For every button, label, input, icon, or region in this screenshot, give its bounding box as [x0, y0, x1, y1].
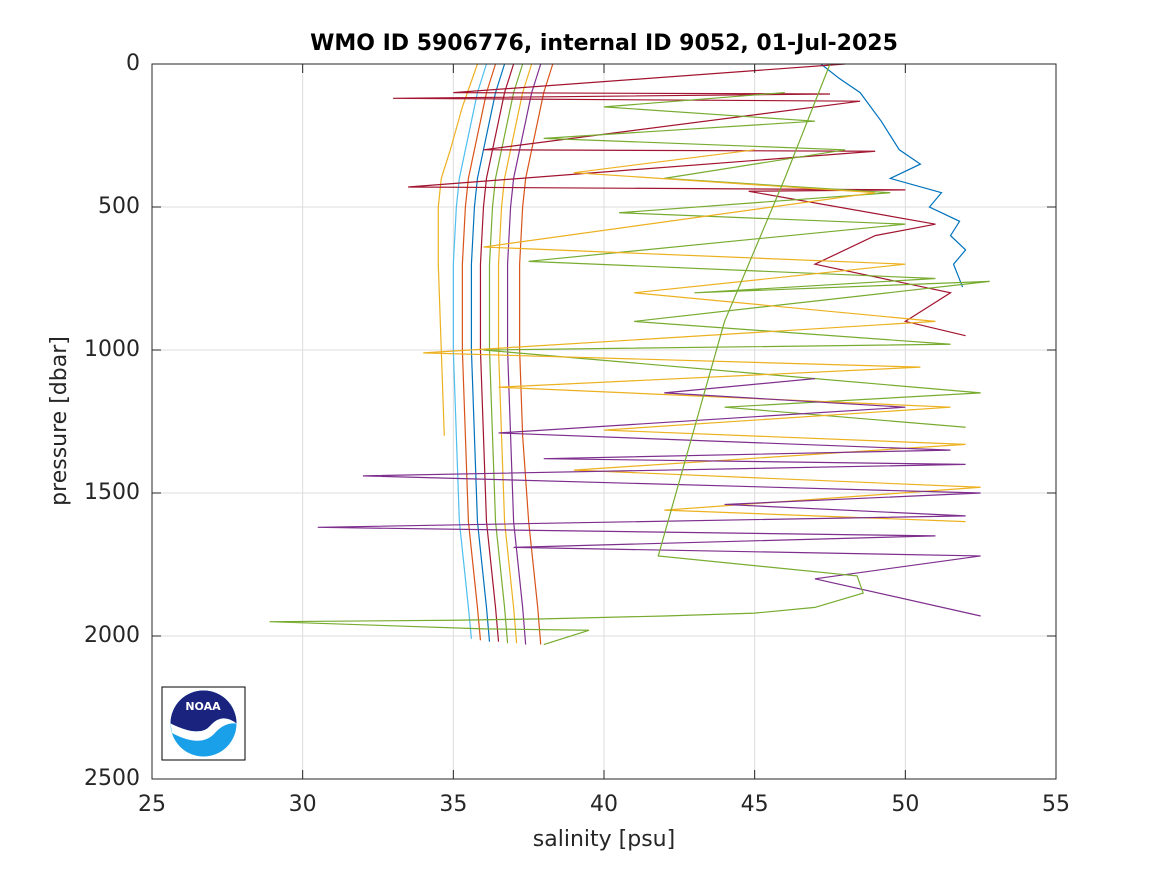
- x-tick-label: 45: [741, 792, 769, 817]
- profile-line: [519, 63, 554, 645]
- x-tick-label: 40: [590, 792, 618, 817]
- noaa-logo: NOAA: [161, 686, 246, 761]
- x-axis-label: salinity [psu]: [533, 827, 675, 852]
- profile-line: [317, 378, 981, 617]
- y-tick-label: 2500: [84, 766, 140, 791]
- x-tick-label: 55: [1042, 792, 1070, 817]
- y-tick-label: 500: [98, 194, 140, 219]
- profile-line: [506, 63, 542, 645]
- y-tick-label: 1000: [84, 337, 140, 362]
- profile-line: [393, 63, 966, 337]
- profile-line: [470, 63, 506, 642]
- profile-line: [820, 63, 967, 288]
- y-tick-label: 0: [126, 51, 140, 76]
- y-axis-label: pressure [dbar]: [47, 336, 72, 506]
- profile-line: [437, 63, 479, 436]
- y-tick-label: 1500: [84, 480, 140, 505]
- y-tick-label: 2000: [84, 623, 140, 648]
- chart-title: WMO ID 5906776, internal ID 9052, 01-Jul…: [310, 31, 898, 56]
- logo-text: NOAA: [185, 700, 221, 713]
- logo-top: [170, 690, 237, 732]
- profiles: [269, 63, 990, 646]
- profile-line: [488, 63, 524, 644]
- profile-line: [452, 63, 488, 639]
- x-tick-label: 35: [439, 792, 467, 817]
- logo-wave: [170, 718, 237, 741]
- x-tick-label: 30: [289, 792, 317, 817]
- profile-line: [461, 63, 497, 641]
- profile-line: [269, 63, 864, 646]
- profile-line: [423, 149, 981, 523]
- ticks: 25 30 35 40 45 50 55 0 500 1000 1500 2000 2500: [84, 51, 1070, 817]
- profile-line: [483, 92, 990, 428]
- profile-line: [479, 63, 515, 642]
- x-tick-label: 25: [138, 792, 166, 817]
- x-tick-label: 50: [891, 792, 919, 817]
- profile-line: [497, 63, 533, 644]
